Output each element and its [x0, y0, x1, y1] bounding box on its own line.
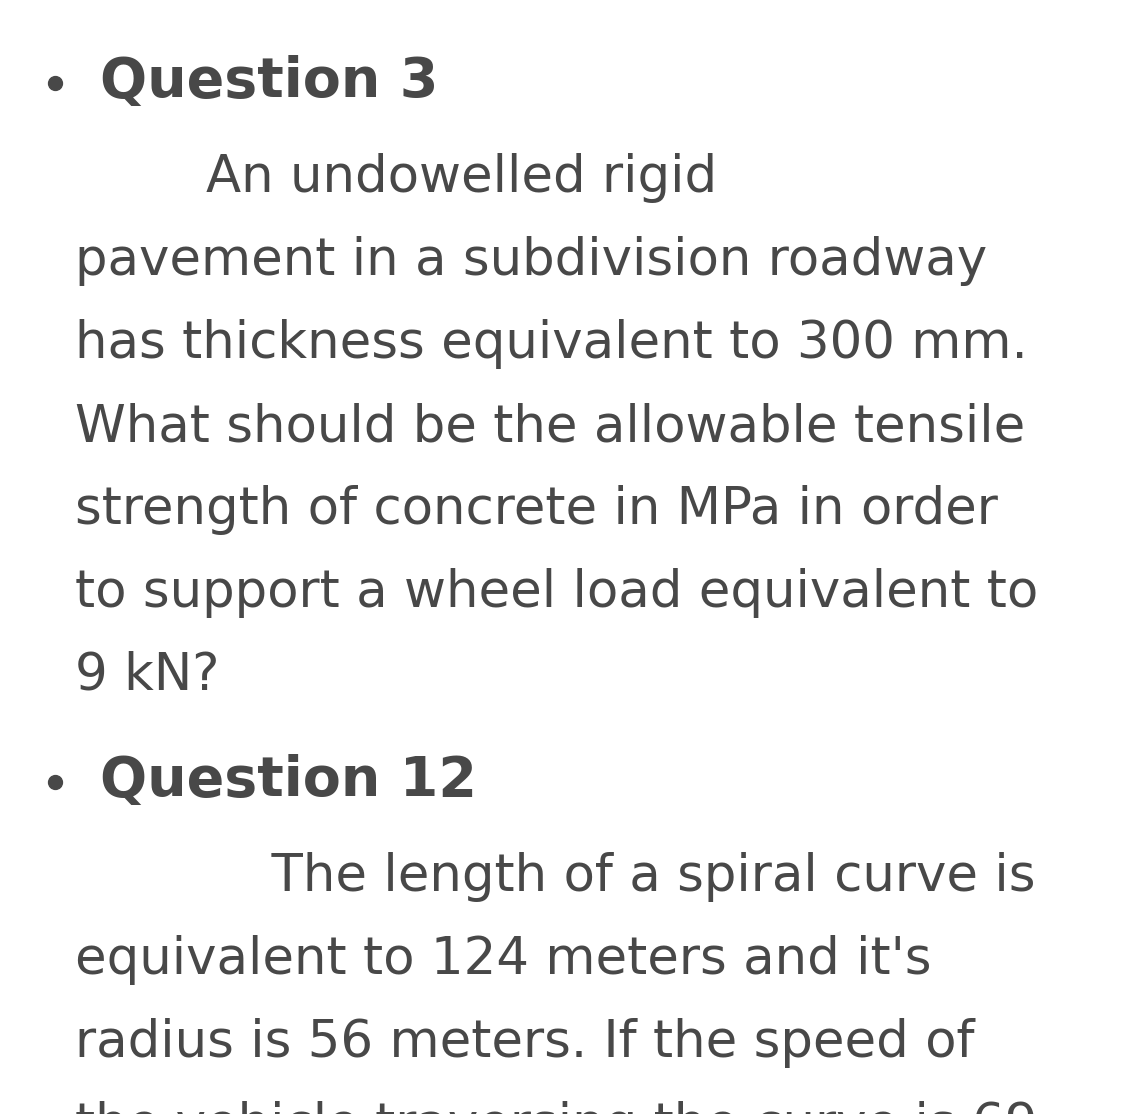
- Text: The length of a spiral curve is: The length of a spiral curve is: [75, 852, 1035, 902]
- Text: radius is 56 meters. If the speed of: radius is 56 meters. If the speed of: [75, 1018, 974, 1068]
- Text: strength of concrete in MPa in order: strength of concrete in MPa in order: [75, 485, 998, 535]
- Text: 9 kN?: 9 kN?: [75, 651, 219, 701]
- Text: pavement in a subdivision roadway: pavement in a subdivision roadway: [75, 236, 987, 286]
- Text: Question 12: Question 12: [100, 754, 477, 808]
- Text: to support a wheel load equivalent to: to support a wheel load equivalent to: [75, 568, 1038, 618]
- Text: What should be the allowable tensile: What should be the allowable tensile: [75, 402, 1025, 452]
- Text: equivalent to 124 meters and it's: equivalent to 124 meters and it's: [75, 935, 931, 985]
- Text: the vehicle traversing the curve is 69: the vehicle traversing the curve is 69: [75, 1101, 1037, 1114]
- Text: Question 3: Question 3: [100, 55, 439, 109]
- Text: has thickness equivalent to 300 mm.: has thickness equivalent to 300 mm.: [75, 319, 1028, 369]
- Text: An undowelled rigid: An undowelled rigid: [75, 153, 717, 203]
